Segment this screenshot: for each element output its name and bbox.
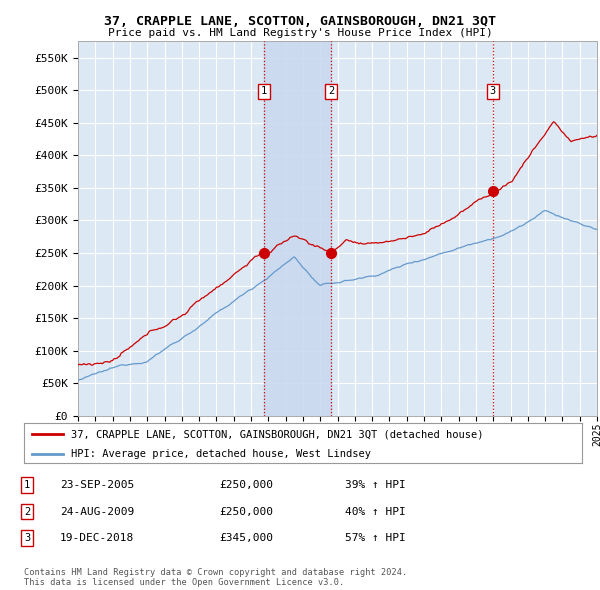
Text: 2: 2	[328, 87, 334, 97]
Text: 37, CRAPPLE LANE, SCOTTON, GAINSBOROUGH, DN21 3QT (detached house): 37, CRAPPLE LANE, SCOTTON, GAINSBOROUGH,…	[71, 430, 484, 440]
Text: 1: 1	[260, 87, 267, 97]
Text: Contains HM Land Registry data © Crown copyright and database right 2024.
This d: Contains HM Land Registry data © Crown c…	[24, 568, 407, 587]
Text: £250,000: £250,000	[219, 480, 273, 490]
Text: 57% ↑ HPI: 57% ↑ HPI	[345, 533, 406, 543]
Text: 39% ↑ HPI: 39% ↑ HPI	[345, 480, 406, 490]
Text: 24-AUG-2009: 24-AUG-2009	[60, 507, 134, 516]
Text: 3: 3	[24, 533, 30, 543]
Text: 1: 1	[24, 480, 30, 490]
Text: 19-DEC-2018: 19-DEC-2018	[60, 533, 134, 543]
Text: 23-SEP-2005: 23-SEP-2005	[60, 480, 134, 490]
Text: 3: 3	[490, 87, 496, 97]
Text: £250,000: £250,000	[219, 507, 273, 516]
Bar	[263, 41, 331, 416]
Text: Price paid vs. HM Land Registry's House Price Index (HPI): Price paid vs. HM Land Registry's House …	[107, 28, 493, 38]
Text: 2: 2	[24, 507, 30, 516]
Text: £345,000: £345,000	[219, 533, 273, 543]
Text: HPI: Average price, detached house, West Lindsey: HPI: Average price, detached house, West…	[71, 450, 371, 460]
Text: 40% ↑ HPI: 40% ↑ HPI	[345, 507, 406, 516]
Text: 37, CRAPPLE LANE, SCOTTON, GAINSBOROUGH, DN21 3QT: 37, CRAPPLE LANE, SCOTTON, GAINSBOROUGH,…	[104, 15, 496, 28]
